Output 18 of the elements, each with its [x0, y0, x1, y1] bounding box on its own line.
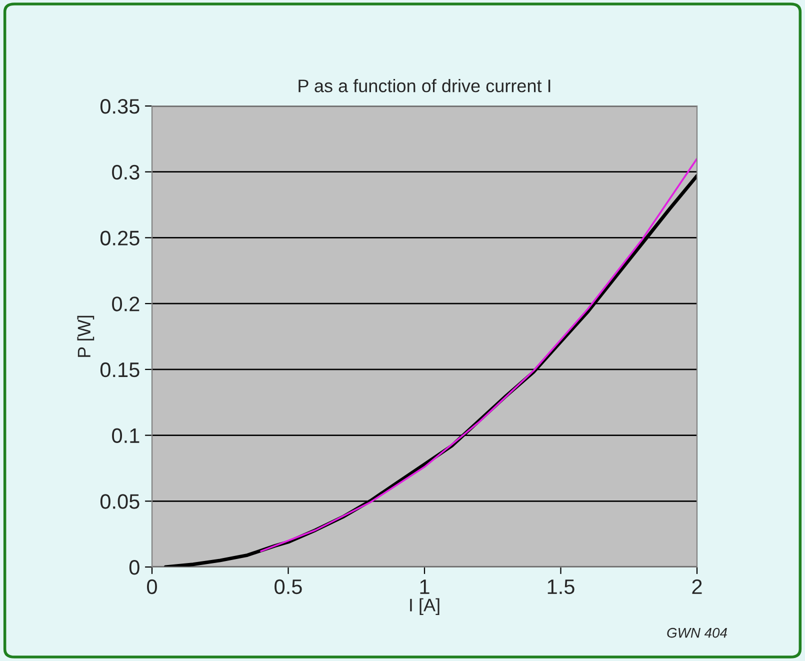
- y-tick-label: 0.2: [112, 296, 140, 312]
- x-tick-label: 1: [420, 580, 430, 594]
- line-series: [260, 158, 697, 552]
- y-tick-label: 0: [129, 560, 140, 575]
- x-axis-title: I [A]: [410, 598, 440, 616]
- text: GWN 404: [667, 628, 727, 638]
- y-tick-label: 0.25: [100, 230, 140, 246]
- chart-title: P as a function of drive current I: [298, 79, 550, 92]
- y-tick-label: 0.3: [112, 164, 140, 180]
- x-tick-label: 0: [147, 579, 157, 594]
- y-tick-label: 0.1: [112, 428, 140, 444]
- y-tick-label: 0.35: [100, 99, 140, 114]
- x-tick-label: 2: [692, 579, 702, 594]
- y-axis-title: P [W]: [77, 316, 94, 357]
- x-tick-label: 0.5: [274, 579, 302, 594]
- y-tick-label: 0.15: [100, 362, 140, 378]
- x-tick-label: 1.5: [548, 580, 574, 594]
- y-tick-label: 0.05: [100, 494, 140, 509]
